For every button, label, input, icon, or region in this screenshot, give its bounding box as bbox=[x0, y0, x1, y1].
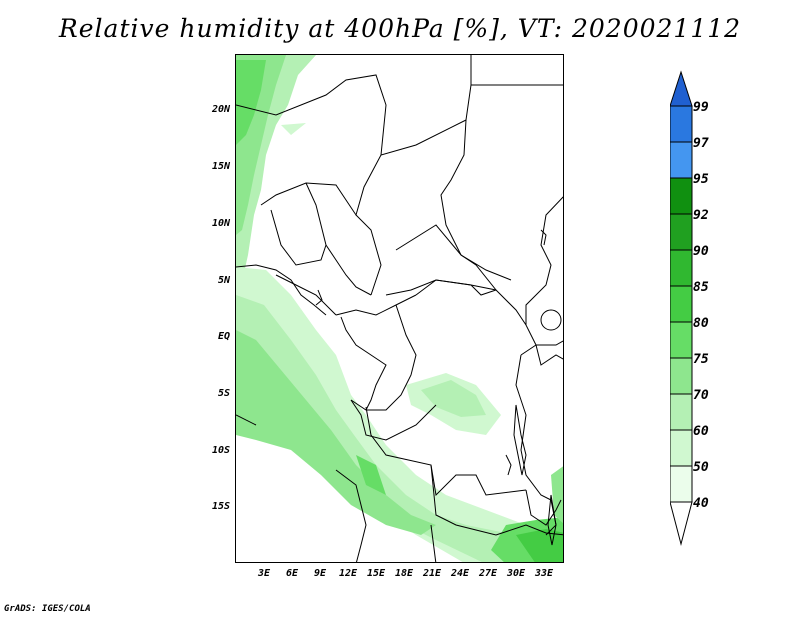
lake-malawi bbox=[547, 494, 557, 546]
lake-victoria bbox=[540, 309, 562, 331]
humidity-fill-layer bbox=[236, 55, 563, 562]
colorbar-seg-70-75 bbox=[670, 357, 693, 395]
colorbar-label-70: 70 bbox=[693, 388, 709, 403]
colorbar-seg-95-97 bbox=[670, 141, 693, 179]
humidity-area-southwest bbox=[236, 267, 563, 562]
colorbar-seg-97-99 bbox=[670, 105, 693, 143]
colorbar-label-90: 90 bbox=[693, 244, 709, 259]
lon-label-27e: 27E bbox=[478, 568, 498, 579]
map-svg bbox=[236, 55, 563, 562]
lat-label-15n: 15N bbox=[211, 161, 230, 172]
grads-credit: GrADS: IGES/COLA bbox=[4, 604, 91, 614]
lon-label-6e: 6E bbox=[285, 568, 299, 579]
colorbar-seg-92-95 bbox=[670, 177, 693, 215]
colorbar-label-95: 95 bbox=[693, 172, 709, 187]
colorbar-top-triangle bbox=[670, 70, 693, 107]
lon-label-9e: 9E bbox=[313, 568, 327, 579]
lon-label-15e: 15E bbox=[366, 568, 386, 579]
lon-label-18e: 18E bbox=[394, 568, 414, 579]
colorbar-label-92: 92 bbox=[693, 208, 709, 223]
colorbar-label-97: 97 bbox=[693, 136, 709, 151]
colorbar-label-80: 80 bbox=[693, 316, 709, 331]
colorbar-bottom-triangle bbox=[670, 501, 693, 546]
lat-label-20n: 20N bbox=[211, 104, 230, 115]
colorbar-label-99: 99 bbox=[693, 100, 709, 115]
colorbar-label-75: 75 bbox=[693, 352, 709, 367]
lake-tanganyika bbox=[513, 404, 527, 476]
map-title: Relative humidity at 400hPa [%], VT: 202… bbox=[58, 14, 742, 43]
lon-label-12e: 12E bbox=[338, 568, 358, 579]
colorbar-label-85: 85 bbox=[693, 280, 709, 295]
colorbar-label-40: 40 bbox=[693, 496, 709, 511]
lon-label-33e: 33E bbox=[534, 568, 554, 579]
lakes bbox=[315, 229, 562, 546]
lat-label-15s: 15S bbox=[211, 501, 230, 512]
colorbar-label-60: 60 bbox=[693, 424, 709, 439]
lon-label-21e: 21E bbox=[422, 568, 442, 579]
colorbar-seg-85-90 bbox=[670, 249, 693, 287]
lat-label-5n: 5N bbox=[217, 275, 230, 286]
colorbar-seg-50-60 bbox=[670, 429, 693, 467]
colorbar-seg-90-92 bbox=[670, 213, 693, 251]
lat-label-5s: 5S bbox=[217, 388, 230, 399]
colorbar-label-50: 50 bbox=[693, 460, 709, 475]
colorbar-seg-40-50 bbox=[670, 465, 693, 503]
lat-label-10n: 10N bbox=[211, 218, 230, 229]
lon-label-30e: 30E bbox=[506, 568, 526, 579]
colorbar-seg-75-80 bbox=[670, 321, 693, 359]
lon-label-3e: 3E bbox=[257, 568, 271, 579]
colorbar bbox=[670, 70, 693, 546]
lat-label-eq: EQ bbox=[217, 331, 230, 342]
humidity-map bbox=[235, 54, 564, 563]
lon-label-24e: 24E bbox=[450, 568, 470, 579]
colorbar-seg-80-85 bbox=[670, 285, 693, 323]
lat-label-10s: 10S bbox=[211, 445, 230, 456]
colorbar-seg-60-70 bbox=[670, 393, 693, 431]
